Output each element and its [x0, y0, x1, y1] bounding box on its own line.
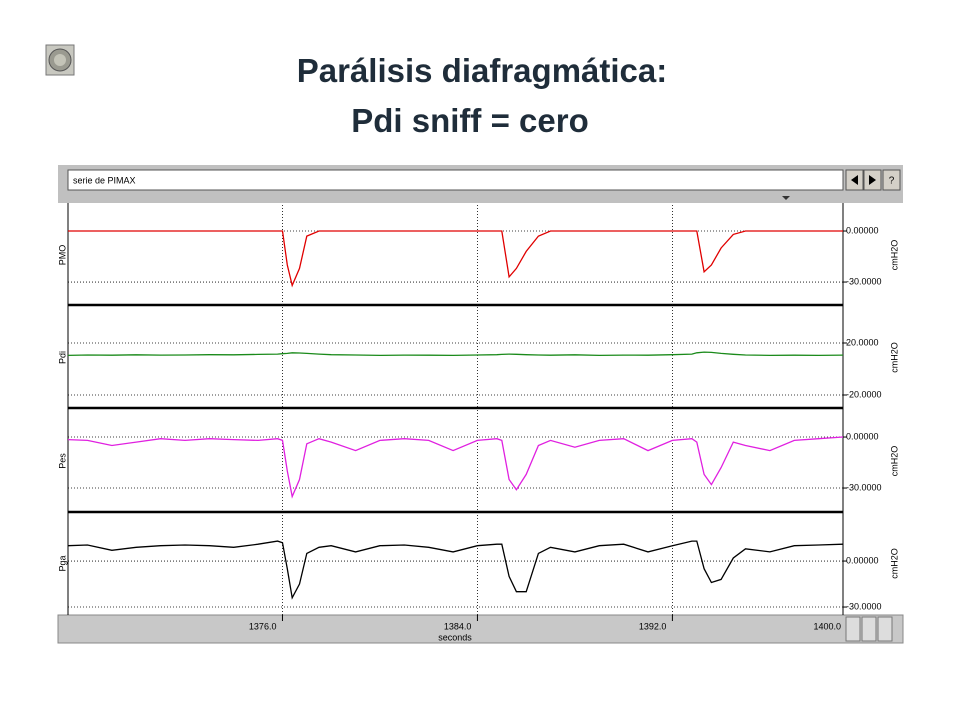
y-tick-label: -30.0000 — [846, 601, 882, 611]
title-line: Pdi sniff = cero — [351, 102, 588, 139]
zoom-tool[interactable] — [877, 616, 893, 642]
unit-label: cmH2O — [889, 446, 899, 477]
y-tick-label: -20.0000 — [846, 389, 882, 399]
series-input[interactable] — [67, 169, 844, 191]
help-button[interactable] — [882, 169, 901, 191]
channel-label: Pga — [57, 555, 67, 571]
trace-line — [67, 540, 844, 600]
unit-label: cmH2O — [889, 548, 899, 579]
marker-arrow — [782, 196, 790, 200]
y-tick-label: -30.0000 — [846, 482, 882, 492]
channel-label: Pdi — [57, 351, 67, 364]
trace-line — [67, 351, 844, 357]
channel-label: PMO — [57, 245, 67, 266]
x-tick-label: 1400.0 — [813, 621, 841, 631]
title-line: Parálisis diafragmática: — [297, 52, 668, 89]
y-tick-label: -30.0000 — [846, 276, 882, 286]
y-tick-label: 0.00000 — [846, 225, 879, 235]
y-tick-label: 0.00000 — [846, 555, 879, 565]
trace-line — [68, 230, 843, 288]
series-input-text: serie de PIMAX — [73, 175, 136, 185]
next-arrow — [869, 175, 876, 185]
x-axis-title: seconds — [438, 632, 472, 642]
time-axis-bar — [57, 614, 904, 644]
x-tick-label: 1384.0 — [444, 621, 472, 631]
ibeam-tool[interactable] — [861, 616, 877, 642]
trace-line — [67, 436, 844, 499]
cursor-tool[interactable] — [845, 616, 861, 642]
channel-label: Pes — [57, 453, 67, 469]
help-button-text: ? — [889, 176, 895, 187]
y-tick-label: 0.00000 — [846, 431, 879, 441]
app-window: serie de PIMAX ? — [57, 165, 904, 644]
x-tick-label: 1392.0 — [639, 621, 667, 631]
logo-icon — [45, 44, 75, 76]
y-tick-label: 20.0000 — [846, 337, 879, 347]
unit-label: cmH2O — [889, 342, 899, 373]
prev-arrow — [851, 175, 858, 185]
unit-label: cmH2O — [889, 240, 899, 271]
x-tick-label: 1376.0 — [249, 621, 277, 631]
